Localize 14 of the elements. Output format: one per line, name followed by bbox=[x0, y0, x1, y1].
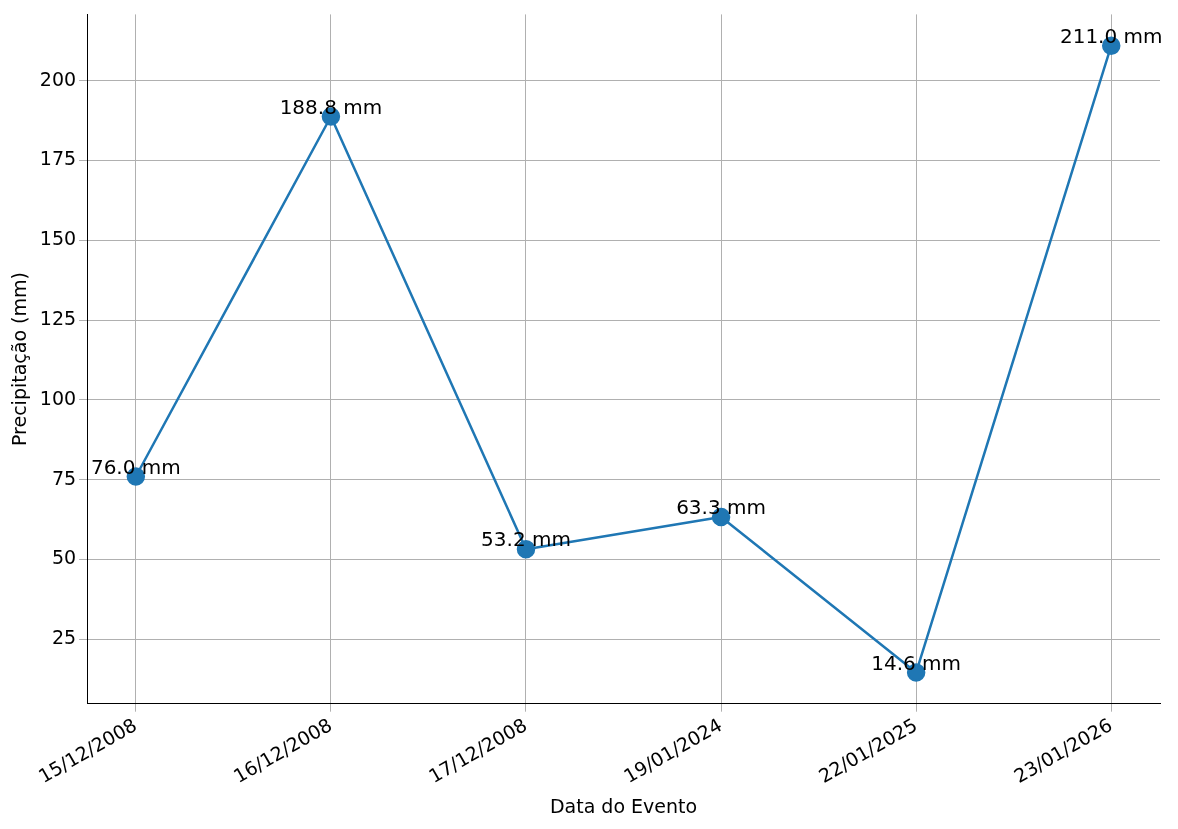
y-tick-label: 200 bbox=[39, 67, 77, 90]
data-label: 63.3 mm bbox=[676, 495, 766, 520]
y-tick-label: 150 bbox=[39, 227, 77, 250]
y-tick-label: 75 bbox=[51, 466, 77, 489]
x-axis-title: Data do Evento bbox=[549, 794, 698, 817]
y-tick-label: 50 bbox=[51, 546, 77, 569]
y-tick-label: 125 bbox=[39, 307, 77, 330]
data-label: 188.8 mm bbox=[279, 94, 383, 119]
y-tick-label: 25 bbox=[51, 626, 77, 649]
y-tick-label: 175 bbox=[39, 147, 77, 170]
y-axis-title: Precipitação (mm) bbox=[8, 272, 31, 447]
y-tick-label: 100 bbox=[39, 386, 77, 409]
data-label: 76.0 mm bbox=[90, 454, 181, 479]
data-label: 211.0 mm bbox=[1059, 23, 1163, 48]
